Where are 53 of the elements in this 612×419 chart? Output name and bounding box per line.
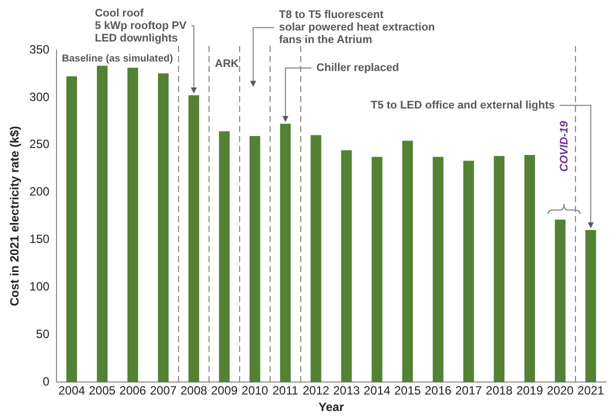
x-tick-label: 2013 <box>333 384 360 398</box>
x-tick-label: 2011 <box>272 384 299 398</box>
x-tick-label: 2019 <box>516 384 544 398</box>
y-tick-label: 50 <box>36 327 50 342</box>
bar <box>250 136 260 382</box>
x-tick-label: 2010 <box>242 384 269 398</box>
bar <box>554 220 566 382</box>
bar <box>66 76 78 382</box>
bar <box>341 150 352 382</box>
bar <box>310 135 322 382</box>
x-tick-label: 2005 <box>88 384 116 398</box>
bar <box>188 95 200 382</box>
x-tick-label: 2014 <box>364 384 391 398</box>
annotation: COVID-19 <box>558 120 570 172</box>
y-tick-label: 250 <box>29 137 50 152</box>
x-tick-label: 2004 <box>58 384 86 398</box>
annotation: Chiller replaced <box>316 62 399 74</box>
x-tick-label: 2012 <box>302 384 330 398</box>
y-axis-title: Cost in 2021 electricity rate (k$) <box>8 126 22 306</box>
x-tick-label: 2015 <box>394 384 422 398</box>
annotation: T5 to LED office and external lights <box>370 99 555 112</box>
bar <box>585 230 596 382</box>
y-tick-label: 150 <box>29 232 50 246</box>
annotation: Baseline (as simulated) <box>62 54 174 65</box>
bar <box>432 156 444 382</box>
y-tick-label: 300 <box>29 90 50 104</box>
x-tick-label: 2021 <box>577 384 604 398</box>
y-tick-label: 200 <box>29 184 50 199</box>
annotation: ARK <box>214 58 239 70</box>
bar <box>402 140 413 382</box>
text: T8 to T5 fluorescent solar powered heat extraction fans in the Atrium <box>279 9 436 46</box>
bar <box>494 156 504 382</box>
x-tick-label: 2006 <box>119 384 146 398</box>
x-axis-title: Year <box>318 400 344 414</box>
x-tick-label: 2016 <box>424 384 452 398</box>
bar <box>372 156 382 382</box>
y-tick-label: 100 <box>29 280 50 294</box>
y-tick-label: 0 <box>42 374 50 389</box>
annotation: Cool roof 5 kWp rooftop PV LED downlights <box>94 8 188 45</box>
bar <box>96 66 108 382</box>
x-tick-label: 2018 <box>486 384 513 398</box>
bar <box>280 124 291 382</box>
bar <box>463 160 474 382</box>
x-tick-label: 2017 <box>455 384 482 398</box>
bar <box>524 155 535 382</box>
x-tick-label: 2007 <box>150 384 177 398</box>
bar <box>219 131 230 382</box>
y-tick-label: 350 <box>29 42 50 56</box>
bar <box>127 68 138 382</box>
bar <box>158 73 169 382</box>
x-tick-label: 2009 <box>210 384 238 398</box>
x-tick-label: 2020 <box>546 384 574 398</box>
x-tick-label: 2008 <box>180 384 208 398</box>
